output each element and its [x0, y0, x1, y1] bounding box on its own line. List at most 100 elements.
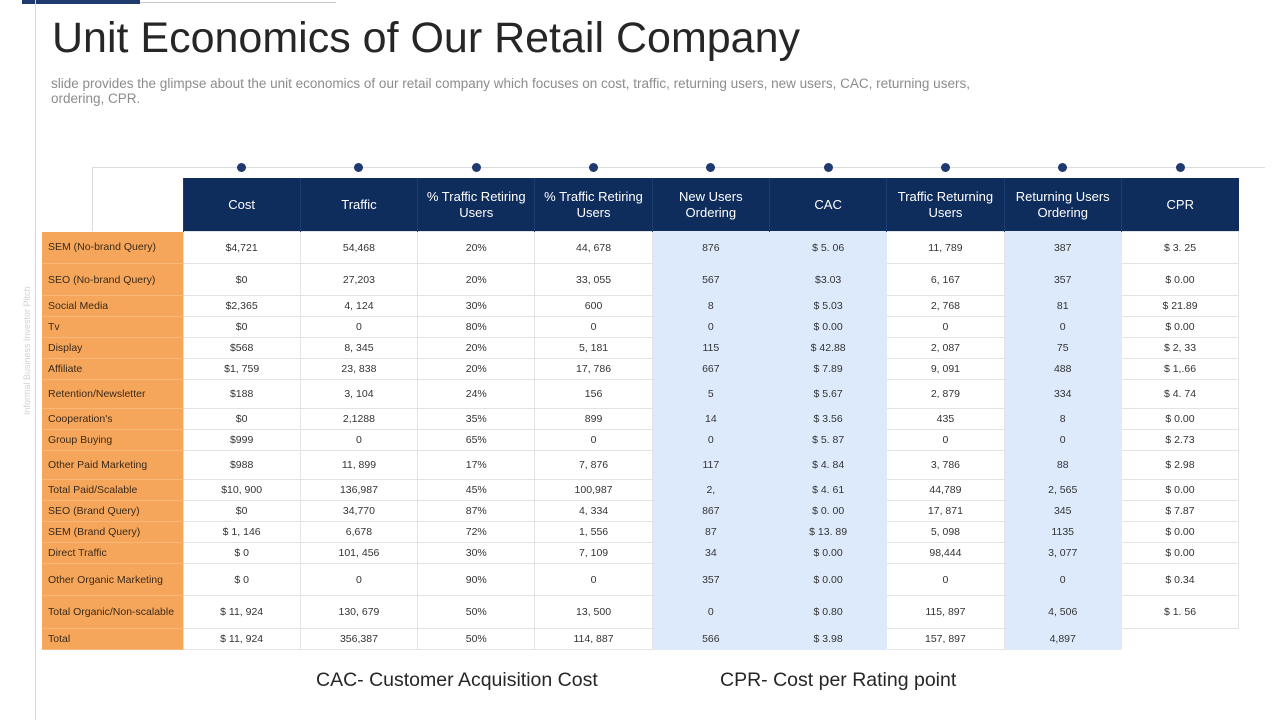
table-row: SEO (No-brand Query) $0 27,203 20% 33, 055 56…: [42, 263, 1240, 296]
table-cell: 34: [651, 542, 770, 564]
column-header-pct-traffic-retiring-b: % Traffic Retiring Users: [534, 178, 653, 232]
table-cell: 20%: [417, 231, 536, 264]
table-cell: $ 3.56: [768, 408, 888, 430]
table-cell: $ 0.00: [768, 563, 888, 596]
column-header-new-users-ordering: New Users Ordering: [651, 178, 770, 232]
table-cell: 156: [534, 379, 653, 409]
table-cell: 9, 091: [886, 358, 1005, 380]
table-cell: $188: [182, 379, 301, 409]
table-cell: 117: [651, 450, 770, 480]
table-row: SEM (Brand Query) $ 1, 146 6,678 72% 1, 556 8…: [42, 521, 1240, 543]
table-cell: 23, 838: [299, 358, 419, 380]
table-row: SEO (Brand Query) $0 34,770 87% 4, 334 867 $ 0…: [42, 500, 1240, 522]
table-cell: 81: [1003, 295, 1122, 317]
side-watermark-text: Informal Business Investor Pitch: [22, 286, 32, 415]
table-cell: 1, 556: [534, 521, 653, 543]
table-cell: $ 11, 924: [182, 628, 301, 650]
row-label: Total: [42, 628, 183, 650]
table-cell: $ 2, 33: [1120, 337, 1240, 359]
table-row: Retention/Newsletter $188 3, 104 24% 156 5 $ 5…: [42, 379, 1240, 409]
table-cell: $568: [182, 337, 301, 359]
table-cell: 115, 897: [886, 595, 1005, 629]
column-header-cac: CAC: [768, 178, 887, 232]
unit-economics-table: Cost Traffic% Traffic Retiring Users% Tra…: [42, 178, 1240, 650]
table-cell: $ 5.03: [768, 295, 888, 317]
table-cell: $ 7.89: [768, 358, 888, 380]
table-cell: $ 0.00: [1120, 263, 1240, 296]
table-cell: 33, 055: [534, 263, 653, 296]
legend-cpr: CPR- Cost per Rating point: [720, 669, 957, 691]
table-cell: 488: [1003, 358, 1122, 380]
marker-dot: [940, 163, 950, 172]
table-cell: 17, 786: [534, 358, 653, 380]
table-cell: 115: [651, 337, 770, 359]
row-label: Tv: [42, 316, 183, 338]
row-label: Social Media: [42, 295, 183, 317]
table-cell: $ 0.00: [1120, 542, 1240, 564]
table-cell: 6, 167: [886, 263, 1005, 296]
table-cell: 8, 345: [299, 337, 419, 359]
table-cell: 0: [299, 563, 419, 596]
table-cell: 80%: [417, 316, 536, 338]
table-cell: 3, 077: [1003, 542, 1122, 564]
table-cell: 87%: [417, 500, 536, 522]
table-cell: 72%: [417, 521, 536, 543]
table-cell: 27,203: [299, 263, 419, 296]
legend-cac: CAC- Customer Acquisition Cost: [316, 669, 598, 691]
table-cell: 54,468: [299, 231, 419, 264]
table-cell: 345: [1003, 500, 1122, 522]
table-cell: $1, 759: [182, 358, 301, 380]
column-header-returning-users-ordering: Returning Users Ordering: [1003, 178, 1122, 232]
table-cell: $ 0.00: [768, 316, 888, 338]
header-connector-stub: [92, 167, 93, 231]
marker-dot: [471, 163, 481, 172]
table-cell: $ 1, 146: [182, 521, 301, 543]
table-cell: $988: [182, 450, 301, 480]
table-cell: 0: [534, 429, 653, 451]
table-cell: 136,987: [299, 479, 419, 501]
table-cell: 899: [534, 408, 653, 430]
table-cell: 667: [651, 358, 770, 380]
table-cell: $ 3.98: [768, 628, 888, 650]
table-cell: $ 4. 84: [768, 450, 888, 480]
table-cell: 356,387: [299, 628, 419, 650]
row-label: Total Paid/Scalable: [42, 479, 183, 501]
table-cell: 101, 456: [299, 542, 419, 564]
table-cell: 0: [299, 429, 419, 451]
table-cell: $ 42.88: [768, 337, 888, 359]
table-cell: $ 0.00: [1120, 316, 1240, 338]
table-cell: $ 3. 25: [1120, 231, 1240, 264]
top-accent-line: [140, 2, 336, 3]
table-row: Total Paid/Scalable $10, 900 136,987 45% 100…: [42, 479, 1240, 501]
row-label: Affiliate: [42, 358, 183, 380]
row-label: Retention/Newsletter: [42, 379, 183, 409]
table-cell: 44,789: [886, 479, 1005, 501]
row-label: Group Buying: [42, 429, 183, 451]
table-cell: 5: [651, 379, 770, 409]
table-cell: 44, 678: [534, 231, 653, 264]
table-cell: 0: [299, 316, 419, 338]
table-row: Other Paid Marketing $988 11, 899 17% 7, 876…: [42, 450, 1240, 480]
table-cell: $ 0.80: [768, 595, 888, 629]
table-row: Total Organic/Non-scalable $ 11, 924 130, …: [42, 595, 1240, 629]
table-cell: $ 0: [182, 563, 301, 596]
table-cell: 7, 109: [534, 542, 653, 564]
slide-title: Unit Economics of Our Retail Company: [52, 14, 801, 62]
marker-dot: [823, 163, 833, 172]
table-cell: $ 0.00: [1120, 521, 1240, 543]
table-cell: 20%: [417, 263, 536, 296]
table-cell: $ 0.00: [1120, 479, 1240, 501]
row-label: Other Paid Marketing: [42, 450, 183, 480]
table-cell: $ 13. 89: [768, 521, 888, 543]
row-label: Total Organic/Non-scalable: [42, 595, 183, 629]
table-cell: $2,365: [182, 295, 301, 317]
marker-dot: [1058, 163, 1068, 172]
table-cell: 98,444: [886, 542, 1005, 564]
table-row: Social Media $2,365 4, 124 30% 600 8 $ 5.03 2, …: [42, 295, 1240, 317]
row-label: SEO (No-brand Query): [42, 263, 183, 296]
table-cell: $ 0.34: [1120, 563, 1240, 596]
table-cell: $ 0.00: [768, 542, 888, 564]
table-cell: 14: [651, 408, 770, 430]
table-cell: $ 21.89: [1120, 295, 1240, 317]
row-label: Cooperation's: [42, 408, 183, 430]
